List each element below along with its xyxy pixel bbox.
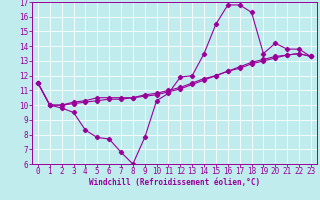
- X-axis label: Windchill (Refroidissement éolien,°C): Windchill (Refroidissement éolien,°C): [89, 178, 260, 187]
